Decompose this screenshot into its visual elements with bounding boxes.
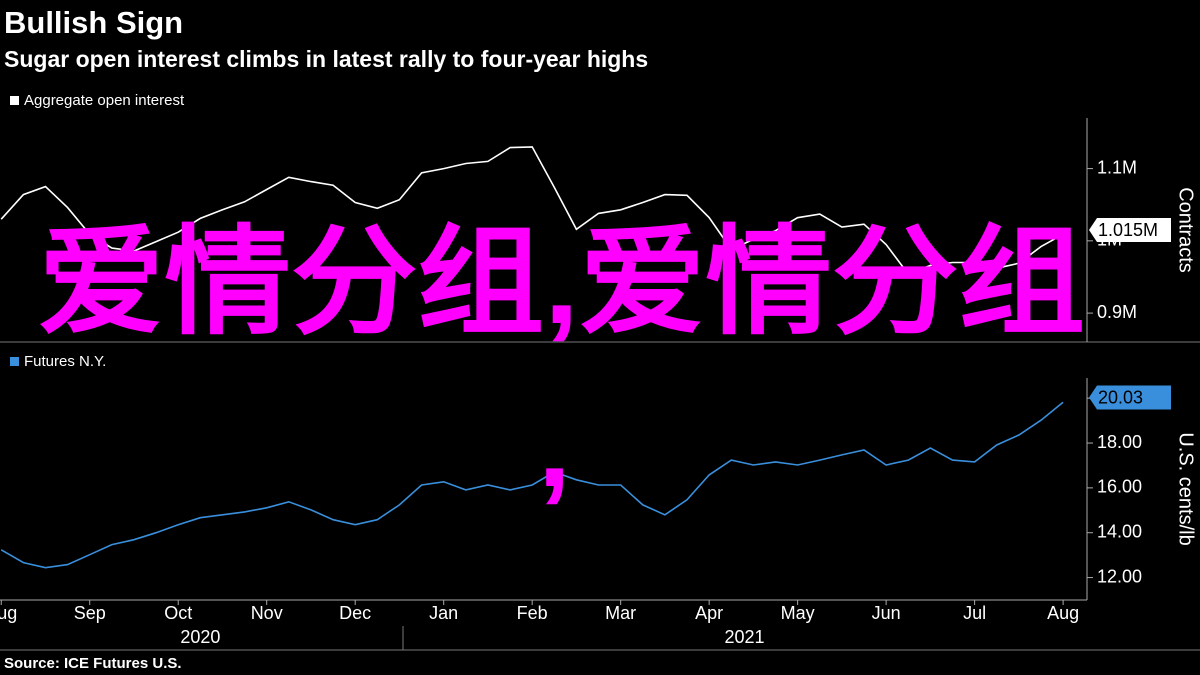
x-tick-label: Jul [963,603,986,623]
chart-subtitle: Sugar open interest climbs in latest ral… [4,46,648,72]
end-label-box [1089,385,1171,410]
end-label: 1.015M [1098,220,1158,240]
end-label-box [1089,218,1171,242]
legend-label: Aggregate open interest [24,92,185,109]
x-tick-label: Dec [339,603,371,623]
watermark: , [538,380,571,512]
x-tick-label: Feb [517,603,548,623]
y-tick-label: 1.1M [1097,157,1137,177]
y-tick-label: 12.00 [1097,566,1142,586]
year-label: 2020 [180,627,220,647]
legend-swatch [10,357,19,366]
y-tick-label: 14.00 [1097,521,1142,541]
data-line [0,146,1064,276]
x-tick-label: Apr [695,603,723,623]
x-tick-label: Oct [164,603,192,623]
x-tick-label: Aug [0,603,17,623]
y-tick-label: 18.00 [1097,432,1142,452]
x-tick-label: Sep [74,603,106,623]
watermark: 爱情分组,爱情分组 [38,217,1085,349]
x-tick-label: Mar [605,603,636,623]
y-axis-title: U.S. cents/lb [1175,432,1197,545]
y-axis-title: Contracts [1175,187,1197,273]
x-tick-label: Nov [251,603,283,623]
data-line [0,401,1064,569]
year-label: 2021 [725,627,765,647]
chart-title: Bullish Sign [4,5,183,40]
legend-swatch [10,96,19,105]
x-tick-label: Jun [872,603,901,623]
x-tick-label: Jan [429,603,458,623]
legend-label: Futures N.Y. [24,353,106,370]
end-label: 20.03 [1098,387,1143,407]
source: Source: ICE Futures U.S. [4,655,182,672]
x-tick-label: May [781,603,815,623]
x-tick-label: Aug [1047,603,1079,623]
y-tick-label: 16.00 [1097,477,1142,497]
y-tick-label: 0.9M [1097,302,1137,322]
